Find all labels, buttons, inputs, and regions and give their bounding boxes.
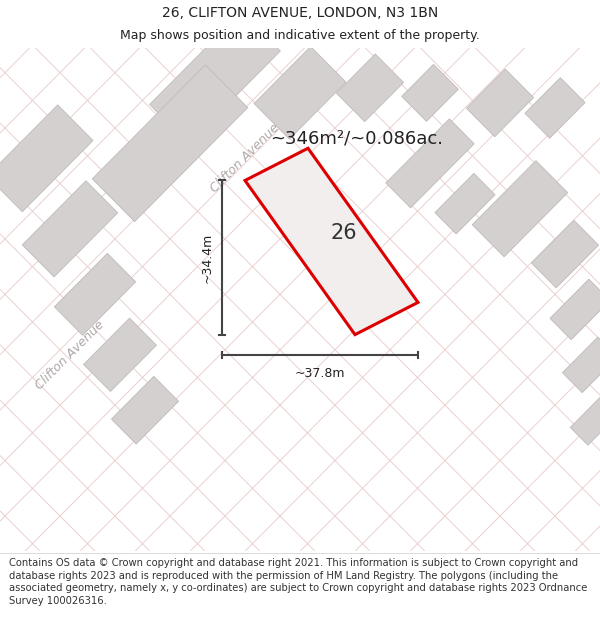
Polygon shape [92,65,248,222]
Text: Map shows position and indicative extent of the property.: Map shows position and indicative extent… [120,29,480,42]
Text: 26: 26 [330,223,357,243]
Polygon shape [22,181,118,277]
Polygon shape [337,54,404,122]
Text: 26, CLIFTON AVENUE, LONDON, N3 1BN: 26, CLIFTON AVENUE, LONDON, N3 1BN [162,6,438,20]
Polygon shape [562,337,600,392]
Text: Clifton Avenue: Clifton Avenue [208,121,282,196]
Polygon shape [0,105,93,212]
Text: ~346m²/~0.086ac.: ~346m²/~0.086ac. [270,129,443,147]
Polygon shape [386,119,474,208]
Polygon shape [532,220,599,288]
Text: Clifton Avenue: Clifton Avenue [33,318,107,392]
Polygon shape [112,376,179,444]
Polygon shape [55,253,136,335]
Polygon shape [149,12,280,144]
Text: ~37.8m: ~37.8m [295,367,345,380]
Polygon shape [254,46,346,139]
Polygon shape [83,318,157,391]
Polygon shape [435,173,495,234]
Polygon shape [245,148,418,334]
Polygon shape [402,64,458,121]
Polygon shape [525,78,585,138]
Text: Contains OS data © Crown copyright and database right 2021. This information is : Contains OS data © Crown copyright and d… [9,558,587,606]
Polygon shape [466,69,533,137]
Polygon shape [472,161,568,257]
Polygon shape [570,396,600,445]
Text: ~34.4m: ~34.4m [201,232,214,282]
Polygon shape [550,279,600,340]
